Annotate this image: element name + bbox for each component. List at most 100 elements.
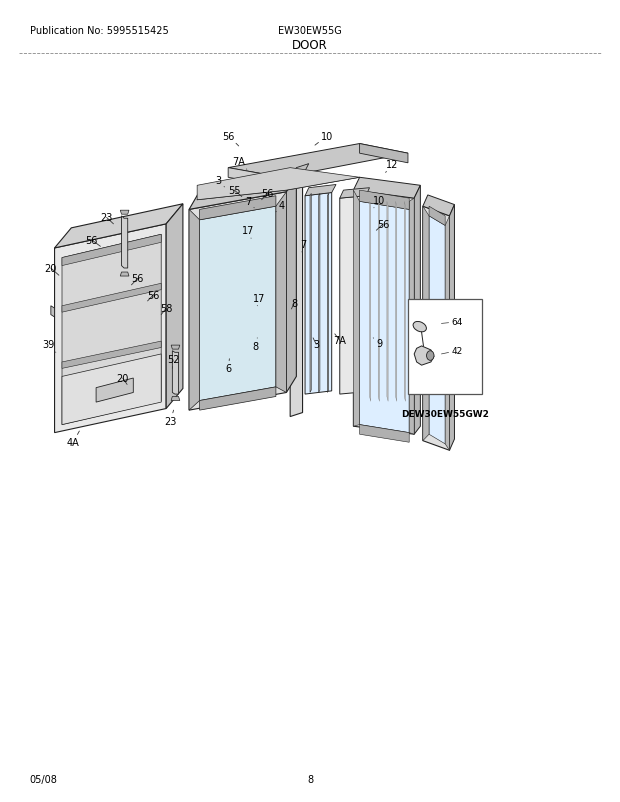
Polygon shape <box>166 205 183 409</box>
Polygon shape <box>370 202 371 402</box>
Polygon shape <box>200 207 276 401</box>
Polygon shape <box>353 191 414 435</box>
Text: 56: 56 <box>222 132 239 147</box>
Polygon shape <box>360 202 409 433</box>
Polygon shape <box>276 192 286 393</box>
Polygon shape <box>360 425 409 443</box>
Ellipse shape <box>413 322 427 332</box>
Polygon shape <box>423 196 454 217</box>
Polygon shape <box>62 354 161 425</box>
Polygon shape <box>228 168 282 188</box>
Polygon shape <box>305 185 336 196</box>
Polygon shape <box>340 188 370 199</box>
Polygon shape <box>290 176 303 417</box>
Polygon shape <box>290 164 309 180</box>
Text: 05/08: 05/08 <box>30 775 58 784</box>
Polygon shape <box>55 225 166 433</box>
Polygon shape <box>378 202 379 402</box>
Text: 55: 55 <box>228 186 242 197</box>
Polygon shape <box>310 194 311 393</box>
Text: 20: 20 <box>117 374 129 385</box>
Text: 7: 7 <box>245 197 254 209</box>
Polygon shape <box>228 144 408 178</box>
Polygon shape <box>319 194 320 393</box>
Polygon shape <box>62 235 161 425</box>
Polygon shape <box>286 176 296 393</box>
Text: DEW30EW55GW2: DEW30EW55GW2 <box>401 409 489 418</box>
Polygon shape <box>423 207 429 441</box>
Text: 56: 56 <box>148 290 160 302</box>
Polygon shape <box>62 284 161 313</box>
Text: DOOR: DOOR <box>292 38 328 51</box>
Polygon shape <box>171 397 180 401</box>
Text: 6: 6 <box>225 359 231 374</box>
Polygon shape <box>360 144 408 164</box>
Text: 7A: 7A <box>232 157 247 170</box>
Polygon shape <box>414 346 434 366</box>
Polygon shape <box>189 176 296 210</box>
Polygon shape <box>172 351 179 395</box>
Polygon shape <box>423 207 450 451</box>
Circle shape <box>427 351 434 361</box>
Text: 10: 10 <box>373 196 386 209</box>
Text: 12: 12 <box>386 160 398 173</box>
Polygon shape <box>96 379 133 403</box>
Text: 8: 8 <box>307 775 313 784</box>
Polygon shape <box>387 202 388 402</box>
Polygon shape <box>120 273 129 277</box>
Polygon shape <box>55 205 183 249</box>
Text: 56: 56 <box>86 236 100 247</box>
Bar <box>408 300 482 395</box>
Text: 17: 17 <box>253 294 265 306</box>
Polygon shape <box>414 186 420 435</box>
Text: 17: 17 <box>242 226 254 239</box>
Text: 42: 42 <box>441 346 463 356</box>
Text: 10: 10 <box>315 132 334 146</box>
Polygon shape <box>450 205 454 451</box>
Text: 52: 52 <box>167 354 180 369</box>
Polygon shape <box>429 207 445 226</box>
Polygon shape <box>353 191 360 427</box>
Polygon shape <box>340 196 366 395</box>
Text: 20: 20 <box>45 264 59 276</box>
Text: 3: 3 <box>313 338 319 350</box>
Polygon shape <box>305 193 332 395</box>
Text: 9: 9 <box>373 338 383 348</box>
Text: 64: 64 <box>441 318 463 327</box>
Text: 7A: 7A <box>334 334 346 346</box>
Polygon shape <box>353 178 420 199</box>
Polygon shape <box>120 211 129 215</box>
Polygon shape <box>122 217 128 269</box>
Polygon shape <box>189 192 286 411</box>
Polygon shape <box>445 217 450 451</box>
Polygon shape <box>327 194 329 393</box>
Text: 7: 7 <box>301 240 307 253</box>
Polygon shape <box>62 235 161 266</box>
Polygon shape <box>409 199 414 435</box>
Polygon shape <box>429 217 445 444</box>
Polygon shape <box>62 342 161 369</box>
Polygon shape <box>396 202 397 402</box>
Text: 56: 56 <box>376 220 389 231</box>
Text: Publication No: 5995515425: Publication No: 5995515425 <box>30 26 169 35</box>
Text: EW30EW55G: EW30EW55G <box>278 26 342 35</box>
Polygon shape <box>189 210 200 411</box>
Polygon shape <box>200 196 276 221</box>
Text: 58: 58 <box>160 304 172 315</box>
Polygon shape <box>360 191 409 210</box>
Polygon shape <box>404 202 405 402</box>
Text: 4A: 4A <box>67 431 79 448</box>
Text: 8: 8 <box>252 338 259 351</box>
Text: 4: 4 <box>276 201 285 213</box>
Text: 56: 56 <box>262 188 274 200</box>
Polygon shape <box>197 168 360 200</box>
Polygon shape <box>51 306 55 318</box>
Text: 23: 23 <box>164 411 177 426</box>
Text: 39: 39 <box>42 340 56 353</box>
Text: 23: 23 <box>100 213 113 225</box>
Polygon shape <box>200 387 276 411</box>
Text: 56: 56 <box>131 274 144 286</box>
Text: 8: 8 <box>291 298 298 310</box>
Text: 3: 3 <box>215 176 224 188</box>
Polygon shape <box>171 346 180 350</box>
